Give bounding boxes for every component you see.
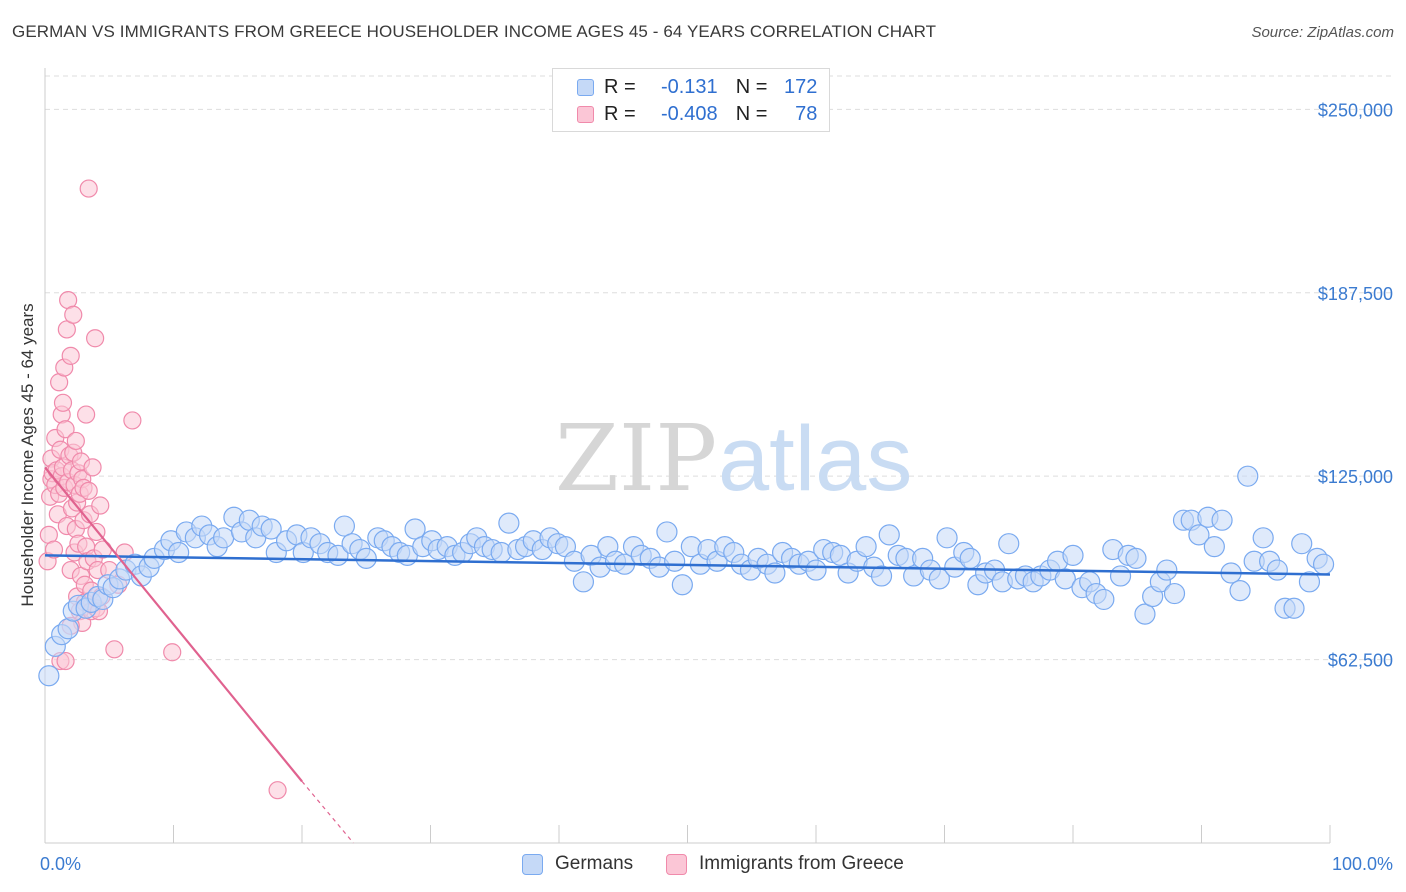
data-point bbox=[870, 565, 893, 587]
data-point bbox=[333, 515, 356, 537]
legend-r-value-greece: -0.408 bbox=[660, 102, 718, 125]
data-point bbox=[61, 346, 80, 365]
y-tick-label: $62,500 bbox=[1328, 651, 1393, 671]
data-point bbox=[664, 550, 686, 572]
trend-line-greece bbox=[44, 466, 303, 783]
data-point bbox=[1134, 603, 1156, 625]
data-point bbox=[56, 420, 75, 439]
data-point bbox=[1203, 536, 1225, 558]
data-point bbox=[1062, 544, 1084, 567]
data-point bbox=[1163, 582, 1186, 605]
legend-r-value-germans: -0.131 bbox=[660, 75, 718, 98]
data-point bbox=[572, 571, 595, 593]
y-axis-title: Householder Income Ages 45 - 64 years bbox=[18, 303, 37, 606]
data-point bbox=[79, 179, 98, 198]
legend: R = -0.131 N = 172 R = -0.408 N = 78 bbox=[552, 68, 830, 132]
data-point bbox=[79, 481, 98, 500]
data-point bbox=[53, 393, 73, 412]
legend-swatch-germans bbox=[577, 78, 594, 96]
legend-n-value-greece: 78 bbox=[795, 102, 818, 125]
bottom-legend-label-greece: Immigrants from Greece bbox=[699, 853, 904, 874]
data-point bbox=[83, 458, 102, 477]
bottom-legend-greece: Immigrants from Greece bbox=[666, 850, 904, 878]
data-point bbox=[268, 781, 287, 800]
trend-line-germans bbox=[44, 554, 1331, 576]
data-point bbox=[57, 618, 79, 640]
legend-r-label: R = bbox=[604, 102, 636, 125]
data-point bbox=[855, 536, 877, 558]
data-point bbox=[86, 329, 105, 348]
data-point bbox=[764, 562, 786, 584]
data-point bbox=[66, 431, 85, 451]
bottom-legend-label-germans: Germans bbox=[555, 853, 634, 874]
legend-n-label: N = bbox=[735, 102, 768, 125]
watermark-zip: ZIP bbox=[555, 405, 717, 512]
data-point bbox=[123, 411, 142, 430]
y-tick-label: $125,000 bbox=[1318, 467, 1393, 487]
bottom-legend-swatch-greece bbox=[666, 853, 687, 875]
bottom-legend-germans: Germans bbox=[522, 850, 633, 878]
data-point bbox=[355, 547, 377, 569]
data-point bbox=[1156, 559, 1178, 581]
trend-lines bbox=[44, 466, 1331, 844]
data-point bbox=[805, 559, 827, 581]
data-point bbox=[105, 640, 124, 659]
data-point bbox=[1298, 571, 1321, 593]
trend-line-greece-extension bbox=[301, 780, 354, 844]
data-point bbox=[1093, 588, 1115, 611]
data-point bbox=[404, 518, 426, 540]
data-point bbox=[213, 527, 235, 549]
data-point bbox=[878, 524, 900, 546]
data-point bbox=[1237, 465, 1259, 487]
y-tick-labels: $62,500 $125,000 $187,500 $250,000 bbox=[1318, 100, 1393, 670]
watermark-atlas: atlas bbox=[718, 408, 912, 510]
data-point bbox=[498, 512, 520, 534]
legend-r-label: R = bbox=[604, 75, 636, 98]
data-point bbox=[671, 574, 693, 596]
chart-title: GERMAN VS IMMIGRANTS FROM GREECE HOUSEHO… bbox=[12, 22, 937, 41]
x-tick-label-end: 100.0% bbox=[1332, 854, 1393, 874]
y-tick-label: $250,000 bbox=[1318, 100, 1393, 120]
data-point bbox=[38, 665, 60, 687]
series-immigrants-from-greece bbox=[38, 179, 287, 800]
legend-row-germans: R = -0.131 N = 172 bbox=[577, 74, 817, 100]
series-germans bbox=[38, 465, 1335, 687]
data-point bbox=[1312, 553, 1335, 575]
data-point bbox=[959, 547, 981, 569]
data-point bbox=[1229, 580, 1251, 602]
chart-source: Source: ZipAtlas.com bbox=[1251, 24, 1394, 41]
bottom-legend-swatch-germans bbox=[522, 853, 543, 875]
data-point bbox=[163, 643, 182, 662]
data-point bbox=[1283, 597, 1305, 619]
data-point bbox=[1054, 568, 1076, 590]
legend-n-label: N = bbox=[735, 75, 768, 98]
data-point bbox=[64, 305, 83, 324]
x-tick-label-start: 0.0% bbox=[40, 854, 81, 874]
data-point bbox=[1211, 509, 1233, 531]
data-point bbox=[56, 651, 75, 671]
data-point bbox=[936, 527, 958, 549]
data-point bbox=[1291, 533, 1313, 555]
data-point bbox=[1188, 524, 1210, 546]
data-point bbox=[91, 496, 110, 515]
y-tick-label: $187,500 bbox=[1318, 284, 1393, 304]
legend-row-greece: R = -0.408 N = 78 bbox=[577, 101, 817, 127]
data-point bbox=[44, 540, 64, 559]
data-point bbox=[77, 405, 96, 424]
data-point bbox=[168, 541, 190, 564]
data-point bbox=[1109, 565, 1132, 587]
data-point bbox=[1252, 527, 1274, 549]
data-point bbox=[1125, 547, 1147, 569]
legend-swatch-greece bbox=[577, 105, 594, 123]
data-point bbox=[998, 533, 1020, 555]
legend-n-value-germans: 172 bbox=[784, 75, 818, 98]
data-point bbox=[260, 518, 282, 540]
data-point bbox=[656, 521, 678, 543]
data-point bbox=[1266, 559, 1288, 581]
